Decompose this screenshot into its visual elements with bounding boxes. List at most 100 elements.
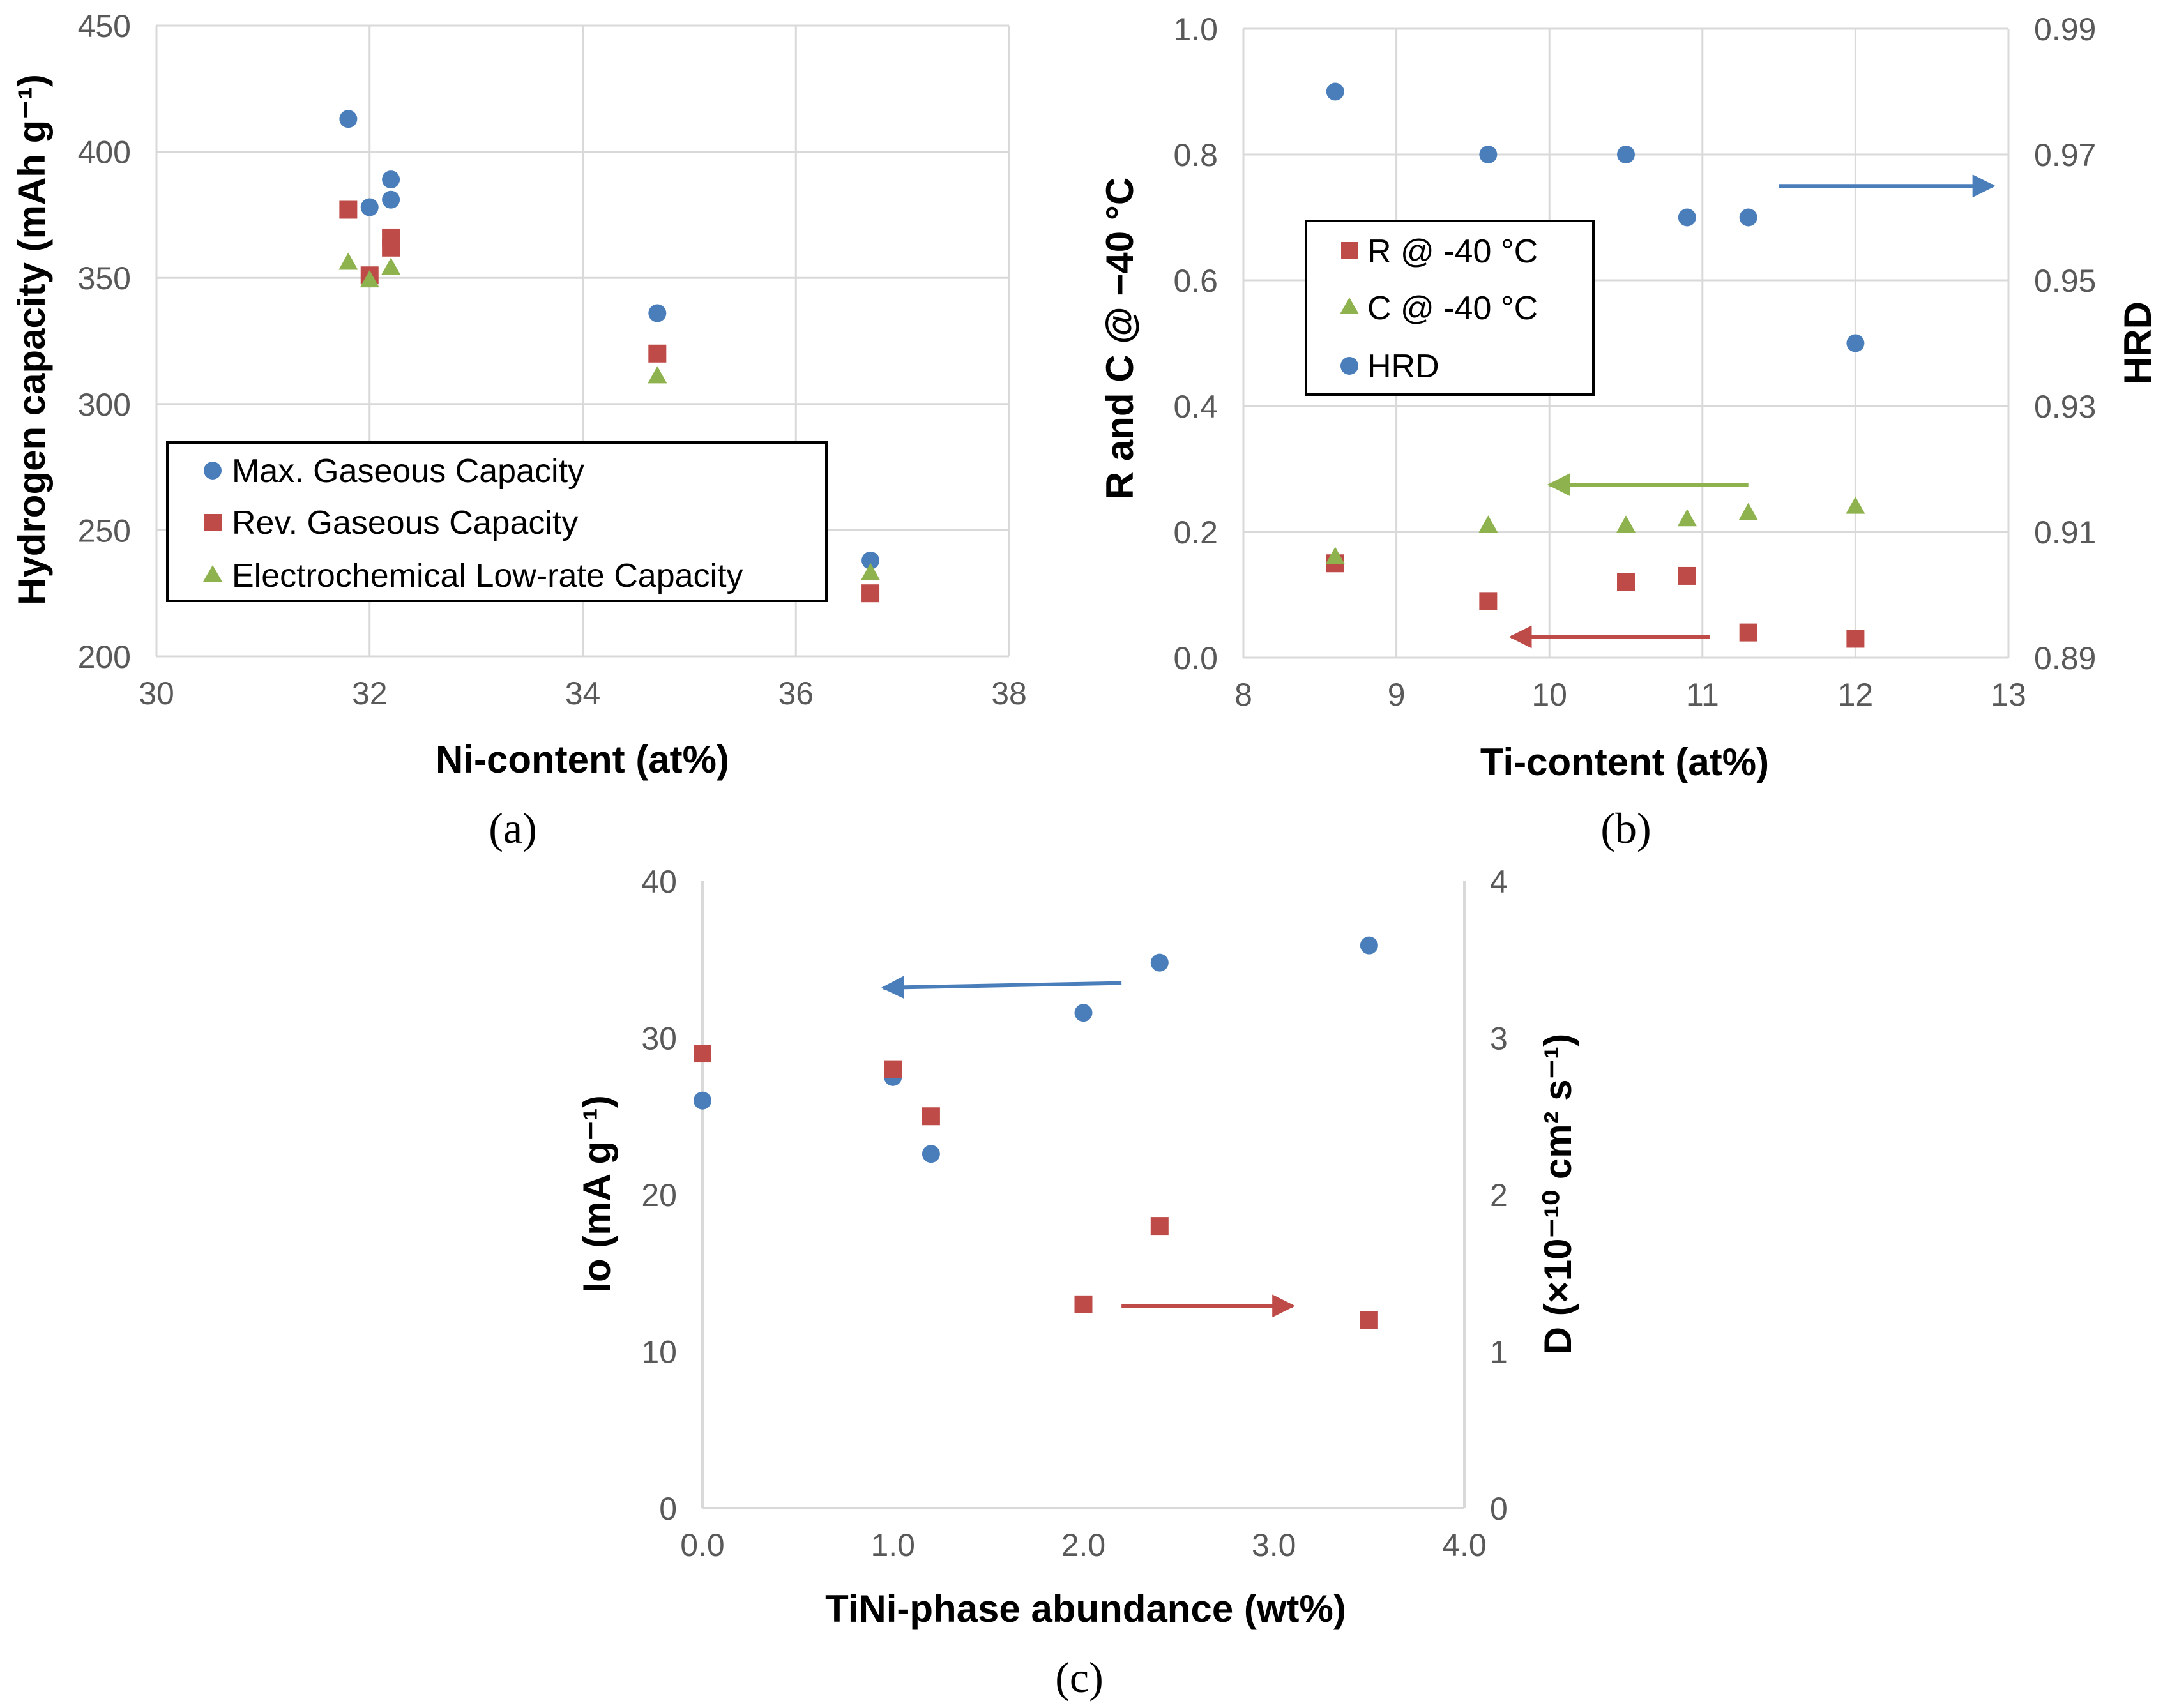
- y-tick-label: 0: [659, 1491, 677, 1527]
- y2-tick-label: 0.95: [2034, 263, 2096, 299]
- data-point-square: [922, 1107, 940, 1126]
- data-point-triangle: [338, 252, 358, 270]
- y2-tick-label: 3: [1490, 1021, 1508, 1057]
- data-point-square: [1360, 1311, 1378, 1329]
- data-point-circle: [1326, 82, 1344, 101]
- legend-marker-hrd: [1340, 357, 1358, 375]
- legend-box: [166, 441, 828, 602]
- data-point-triangle: [1846, 496, 1865, 514]
- x-tick-label: 36: [778, 676, 814, 711]
- y2-tick-label: 4: [1490, 864, 1508, 900]
- y-tick-label: 0.8: [1173, 137, 1218, 173]
- y-tick-label: 350: [78, 261, 131, 296]
- data-point-circle: [861, 551, 880, 570]
- data-point-square: [1479, 592, 1498, 610]
- x-tick-label: 9: [1388, 677, 1406, 713]
- x-tick-label: 13: [1991, 677, 2026, 713]
- y-tick-label: 0.2: [1173, 515, 1218, 550]
- legend-label-rev-gaseous: Rev. Gaseous Capacity: [232, 504, 578, 541]
- x-tick-label: 0.0: [680, 1527, 725, 1563]
- data-point-circle: [360, 198, 379, 216]
- y2-tick-label: 1: [1490, 1334, 1508, 1370]
- legend-marker-electrochemical: [203, 565, 222, 582]
- y-tick-label: 450: [78, 8, 131, 44]
- data-point-triangle: [1325, 547, 1345, 564]
- y-tick-label: 20: [641, 1177, 677, 1213]
- data-point-square: [1150, 1217, 1169, 1236]
- y2-tick-label: 0.97: [2034, 137, 2096, 173]
- data-point-circle: [1074, 1004, 1093, 1022]
- x-tick-label: 2.0: [1061, 1527, 1106, 1563]
- y2-tick-label: 0.91: [2034, 515, 2096, 550]
- data-point-triangle: [861, 563, 881, 580]
- y-axis-title: R and C @ −40 °C: [1098, 178, 1141, 499]
- data-point-circle: [922, 1145, 940, 1163]
- data-point-circle: [1150, 953, 1169, 972]
- axis-indicator-arrow: [881, 976, 1122, 999]
- x-tick-label: 38: [991, 676, 1027, 711]
- x-tick-label: 8: [1234, 677, 1252, 713]
- panel-label-a: (a): [489, 804, 536, 852]
- chart-panel-a: 30 32 34 36 38 200 250 300 350 400 450 Ni-content …: [10, 8, 1027, 852]
- data-point-circle: [1678, 208, 1696, 227]
- data-point-circle: [1479, 146, 1498, 163]
- data-point-circle: [694, 1091, 711, 1110]
- data-point-triangle: [1478, 515, 1498, 533]
- legend-label-c: C @ -40 °C: [1367, 290, 1538, 327]
- x-tick-label: 30: [139, 676, 174, 711]
- x-tick-label: 4.0: [1442, 1527, 1487, 1563]
- y-tick-label: 0.0: [1173, 640, 1218, 676]
- data-point-circle: [1846, 334, 1865, 352]
- y-axis-title: Io (mA g⁻¹): [575, 1095, 618, 1292]
- x-tick-label: 11: [1686, 677, 1719, 713]
- legend-label-electrochemical: Electrochemical Low-rate Capacity: [232, 557, 743, 594]
- legend-marker-max-gaseous: [204, 462, 222, 480]
- x-tick-label: 32: [352, 676, 388, 711]
- data-point-square: [1678, 566, 1696, 585]
- data-point-circle: [382, 170, 400, 189]
- x-tick-label: 1.0: [870, 1527, 915, 1563]
- chart-panel-b: 8 9 10 11 12 13 0.0 0.2 0.4 0.6 0.8 1.0 0.89 0.91 0.93…: [1098, 11, 2159, 852]
- data-point-circle: [1739, 208, 1757, 227]
- data-point-circle: [1360, 936, 1378, 955]
- x-tick-label: 10: [1531, 677, 1567, 713]
- x-tick-label: 12: [1838, 677, 1874, 713]
- y-tick-label: 30: [641, 1021, 677, 1057]
- data-point-circle: [382, 190, 400, 209]
- data-point-square: [1739, 623, 1757, 642]
- y-axis-title: Hydrogen capacity (mAh g⁻¹): [10, 74, 53, 605]
- y-tick-label: 10: [641, 1334, 677, 1370]
- y2-tick-label: 2: [1490, 1177, 1508, 1213]
- y-tick-label: 250: [78, 513, 131, 548]
- data-point-circle: [1617, 146, 1635, 163]
- data-point-triangle: [1738, 503, 1758, 520]
- data-point-square: [861, 584, 880, 603]
- data-point-triangle: [360, 270, 379, 288]
- data-point-square: [382, 238, 400, 257]
- data-point-triangle: [1616, 515, 1636, 533]
- legend-marker-c: [1340, 298, 1359, 314]
- y2-tick-label: 0.89: [2034, 640, 2096, 676]
- legend-marker-rev-gaseous: [204, 514, 222, 531]
- panel-label-c: (c): [1055, 1653, 1103, 1702]
- x-axis-title: Ni-content (at%): [436, 738, 729, 781]
- data-point-triangle: [1677, 509, 1697, 527]
- y-tick-label: 0.6: [1173, 263, 1218, 299]
- data-point-square: [339, 200, 358, 219]
- y2-tick-label: 0.93: [2034, 389, 2096, 425]
- legend-label-hrd: HRD: [1367, 348, 1439, 385]
- y2-tick-label: 0.99: [2034, 11, 2096, 47]
- legend: Max. Gaseous Capacity Rev. Gaseous Capac…: [166, 441, 828, 602]
- y-tick-label: 0.4: [1173, 389, 1218, 425]
- data-point-triangle: [381, 257, 401, 275]
- legend-label-r: R @ -40 °C: [1367, 233, 1538, 270]
- data-point-square: [884, 1060, 902, 1078]
- y2-axis-title: HRD: [2116, 301, 2159, 384]
- data-point-square: [694, 1045, 711, 1063]
- data-point-square: [648, 344, 667, 363]
- y-tick-label: 400: [78, 135, 131, 170]
- x-axis-title: Ti-content (at%): [1480, 741, 1769, 783]
- y-tick-label: 40: [641, 864, 677, 900]
